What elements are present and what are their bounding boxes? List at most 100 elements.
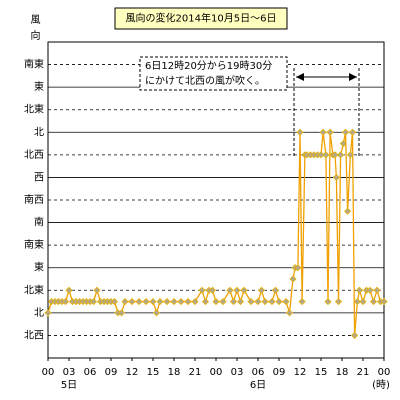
x-tick-label: 15 <box>315 367 328 378</box>
x-tick-label: 03 <box>231 367 244 378</box>
data-point <box>184 298 192 306</box>
data-point <box>170 298 178 306</box>
x-tick-label: 00 <box>378 367 391 378</box>
data-point <box>294 264 302 272</box>
data-point <box>117 309 126 317</box>
y-tick-label: 南東 <box>24 58 44 71</box>
data-point <box>355 286 364 294</box>
data-point <box>61 298 70 306</box>
data-point <box>89 298 98 306</box>
data-point <box>142 298 150 306</box>
data-point <box>317 151 325 159</box>
title-box <box>114 7 288 30</box>
data-point <box>247 298 255 306</box>
x-tick-label: 00 <box>210 367 223 378</box>
data-point <box>319 128 327 136</box>
x-tick-label: 18 <box>168 367 181 378</box>
x-tick-label: 00 <box>42 367 55 378</box>
data-point <box>341 128 350 136</box>
data-point <box>351 331 359 339</box>
data-point <box>212 298 220 306</box>
y-tick-label: 北東 <box>24 283 44 296</box>
data-point <box>128 298 136 306</box>
annotation-text: にかけて北西の風が吹く。 <box>145 74 265 87</box>
data-point <box>240 286 248 294</box>
data-point <box>339 140 347 148</box>
data-point <box>110 298 119 306</box>
data-point <box>373 286 381 294</box>
data-point <box>282 298 290 306</box>
y-tick-label: 北 <box>34 307 44 319</box>
x-tick-label: 18 <box>336 367 349 378</box>
data-point <box>346 151 354 159</box>
data-point <box>198 286 206 294</box>
y-tick-label: 南西 <box>24 193 44 206</box>
y-tick-label: 北東 <box>24 103 44 116</box>
data-point <box>326 128 334 136</box>
x-tick-label: 03 <box>63 367 76 378</box>
data-point <box>344 207 352 215</box>
y-tick-label: 北西 <box>24 329 44 341</box>
data-point <box>93 286 101 294</box>
data-point <box>152 309 161 317</box>
data-point <box>257 286 266 294</box>
y-tick-label: 南 <box>34 216 44 229</box>
data-point <box>219 298 227 306</box>
y-axis-label: 風向 <box>28 14 40 46</box>
data-point <box>289 275 297 283</box>
data-point <box>121 298 129 306</box>
data-point <box>201 298 210 306</box>
data-point <box>236 298 245 306</box>
data-point <box>359 298 367 306</box>
x-tick-label: 15 <box>147 367 160 378</box>
data-point <box>254 298 262 306</box>
y-tick-label: 東 <box>34 80 44 93</box>
data-point <box>268 298 276 306</box>
data-point <box>149 298 157 306</box>
data-point <box>298 298 306 306</box>
data-point <box>156 298 164 306</box>
data-point <box>177 298 185 306</box>
x-tick-label: 12 <box>126 367 139 378</box>
data-point <box>271 286 280 294</box>
x-tick-label: 21 <box>189 367 202 378</box>
data-point <box>163 298 171 306</box>
x-tick-label: 06 <box>252 367 265 378</box>
data-point <box>233 286 241 294</box>
x-tick-label: 06 <box>84 367 97 378</box>
day-label: 6日 <box>250 380 266 391</box>
day-label: 5日 <box>61 380 77 391</box>
x-tick-label: 21 <box>357 367 370 378</box>
data-point <box>135 298 143 306</box>
x-axis-label: (時) <box>372 379 390 391</box>
data-point <box>331 151 339 159</box>
data-point <box>44 309 52 317</box>
data-point <box>348 128 357 136</box>
x-tick-label: 12 <box>294 367 307 378</box>
data-point <box>324 298 332 306</box>
data-point <box>369 298 378 306</box>
data-point <box>208 286 217 294</box>
y-tick-label: 東 <box>34 261 44 274</box>
annotation-box <box>139 56 288 91</box>
data-point <box>191 298 199 306</box>
y-tick-label: 南東 <box>24 238 44 251</box>
data-point <box>296 128 304 136</box>
data-point <box>380 298 388 306</box>
y-tick-label: 北 <box>34 126 44 138</box>
data-point <box>275 298 283 306</box>
chart-title: 風向の変化2014年10月5日～6日 <box>126 12 277 25</box>
x-tick-label: 09 <box>273 367 286 378</box>
y-tick-label: 西 <box>34 172 44 183</box>
data-point <box>334 298 343 306</box>
data-point <box>285 309 294 317</box>
data-point <box>65 286 73 294</box>
data-point <box>366 286 374 294</box>
data-point <box>353 298 361 306</box>
x-tick-label: 09 <box>105 367 118 378</box>
data-point <box>261 298 269 306</box>
annotation-text: 6日12時20分から19時30分 <box>145 60 272 72</box>
data-point <box>322 151 330 159</box>
data-point <box>226 286 234 294</box>
